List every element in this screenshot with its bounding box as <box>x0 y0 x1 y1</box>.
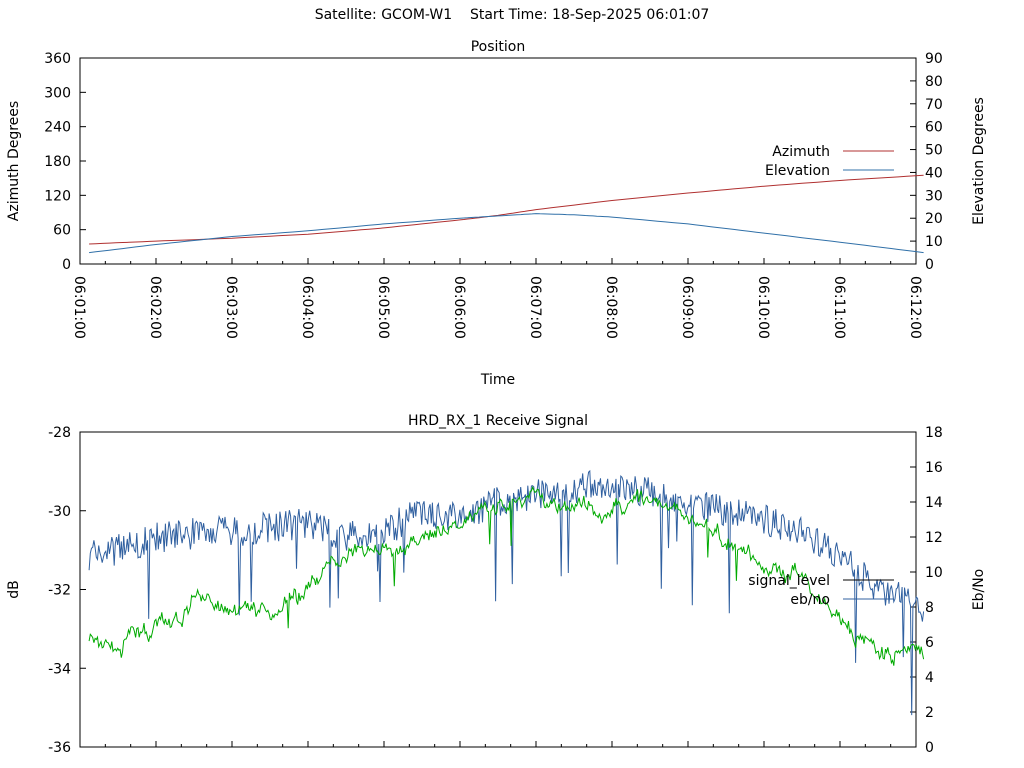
series-elevation-line <box>89 213 924 254</box>
x-tick-label: 06:01:00 <box>71 276 87 339</box>
x-tick-label: 06:05:00 <box>375 276 391 339</box>
x-tick-label: 06:08:00 <box>603 276 619 339</box>
y2-tick-label: 0 <box>925 740 934 756</box>
y2-axis-label: Eb/No <box>971 569 987 611</box>
page-title: Satellite: GCOM-W1 Start Time: 18-Sep-20… <box>0 7 1024 23</box>
x-tick-label: 06:04:00 <box>299 276 315 339</box>
y-tick-label: -28 <box>48 425 71 441</box>
y2-tick-label: 18 <box>925 425 943 441</box>
legend-label: eb/no <box>790 592 830 608</box>
y2-tick-label: 90 <box>925 51 943 67</box>
y-tick-label: 360 <box>44 51 71 67</box>
series-ebno-line <box>88 469 925 716</box>
legend-label: Azimuth <box>772 144 830 160</box>
y-tick-label: 120 <box>44 188 71 204</box>
chart-title: HRD_RX_1 Receive Signal <box>408 413 588 429</box>
y-tick-label: 180 <box>44 154 71 170</box>
x-axis-label: Time <box>480 372 515 388</box>
y2-tick-label: 16 <box>925 460 943 476</box>
y2-tick-label: 14 <box>925 495 943 511</box>
y2-tick-label: 10 <box>925 565 943 581</box>
y2-tick-label: 2 <box>925 705 934 721</box>
chart-title: Position <box>471 39 526 55</box>
y-tick-label: -32 <box>48 583 71 599</box>
legend-label: signal_level <box>748 573 830 589</box>
satellite-label: Satellite: GCOM-W1 <box>314 7 453 23</box>
y-tick-label: 240 <box>44 120 71 136</box>
y2-tick-label: 30 <box>925 188 943 204</box>
start-time-label: Start Time: 18-Sep-2025 06:01:07 <box>469 7 710 23</box>
legend-label: Elevation <box>765 163 830 179</box>
x-tick-label: 06:02:00 <box>147 276 163 339</box>
y-tick-label: 0 <box>62 257 71 273</box>
y2-tick-label: 6 <box>925 635 934 651</box>
y2-tick-label: 0 <box>925 257 934 273</box>
y2-tick-label: 4 <box>925 670 934 686</box>
y2-tick-label: 8 <box>925 600 934 616</box>
y2-tick-label: 12 <box>925 530 943 546</box>
y2-axis-label: Elevation Degrees <box>971 97 987 225</box>
y-tick-label: -30 <box>48 504 71 520</box>
y-axis-label: dB <box>6 580 22 599</box>
x-tick-label: 06:10:00 <box>755 276 771 339</box>
y-axis-label: Azimuth Degrees <box>6 101 22 221</box>
x-tick-label: 06:09:00 <box>679 276 695 339</box>
x-tick-label: 06:12:00 <box>907 276 923 339</box>
y2-tick-label: 60 <box>925 120 943 136</box>
y-tick-label: 300 <box>44 85 71 101</box>
position-chart: Position 0 60 120 180 240 300 360 0 10 20 30 40 50 60 7… <box>6 39 987 388</box>
x-tick-label: 06:03:00 <box>223 276 239 339</box>
y2-tick-label: 20 <box>925 211 943 227</box>
y2-tick-label: 10 <box>925 234 943 250</box>
y2-tick-label: 70 <box>925 97 943 113</box>
x-tick-label: 06:06:00 <box>451 276 467 339</box>
x-tick-label: 06:07:00 <box>527 276 543 339</box>
plot-frame <box>79 431 917 748</box>
y-tick-label: -36 <box>48 740 71 756</box>
y-tick-label: 60 <box>53 223 71 239</box>
y-tick-label: -34 <box>48 661 71 677</box>
x-tick-label: 06:11:00 <box>831 276 847 339</box>
y2-tick-label: 40 <box>925 165 943 181</box>
y2-tick-label: 50 <box>925 143 943 159</box>
series-signal-green-line <box>88 485 925 666</box>
y2-tick-label: 80 <box>925 74 943 90</box>
